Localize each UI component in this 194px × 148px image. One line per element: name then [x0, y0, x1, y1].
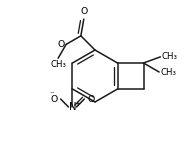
Text: O: O — [50, 95, 58, 103]
Text: CH₃: CH₃ — [160, 67, 176, 77]
Text: O: O — [87, 95, 95, 103]
Text: ⁻: ⁻ — [49, 90, 54, 99]
Text: N: N — [69, 102, 76, 112]
Text: O: O — [58, 40, 65, 49]
Text: CH₃: CH₃ — [161, 52, 178, 61]
Text: O: O — [80, 7, 87, 16]
Text: +: + — [74, 100, 80, 107]
Text: CH₃: CH₃ — [50, 60, 66, 69]
